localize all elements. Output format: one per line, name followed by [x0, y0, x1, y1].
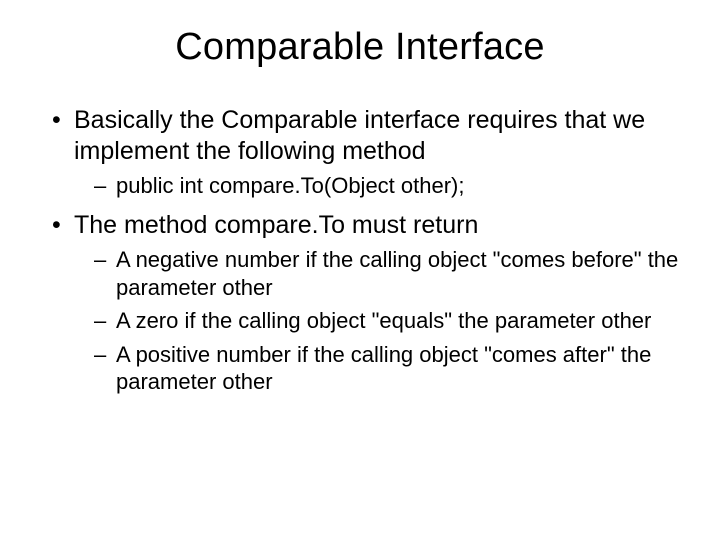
list-item: A positive number if the calling object …: [94, 341, 680, 396]
list-item: A zero if the calling object "equals" th…: [94, 307, 680, 335]
bullet-text: Basically the Comparable interface requi…: [74, 106, 645, 165]
bullet-list-level2: public int compare.To(Object other);: [94, 172, 680, 200]
bullet-text: public int compare.To(Object other);: [116, 173, 465, 198]
bullet-text: A negative number if the calling object …: [116, 247, 678, 300]
bullet-list-level2: A negative number if the calling object …: [94, 246, 680, 396]
list-item: A negative number if the calling object …: [94, 246, 680, 301]
list-item: The method compare.To must return A nega…: [52, 210, 680, 396]
list-item: public int compare.To(Object other);: [94, 172, 680, 200]
bullet-text: The method compare.To must return: [74, 211, 478, 239]
slide-title: Comparable Interface: [40, 26, 680, 69]
list-item: Basically the Comparable interface requi…: [52, 105, 680, 200]
slide: Comparable Interface Basically the Compa…: [0, 0, 720, 540]
bullet-text: A zero if the calling object "equals" th…: [116, 308, 651, 333]
bullet-text: A positive number if the calling object …: [116, 342, 651, 395]
bullet-list-level1: Basically the Comparable interface requi…: [52, 105, 680, 396]
